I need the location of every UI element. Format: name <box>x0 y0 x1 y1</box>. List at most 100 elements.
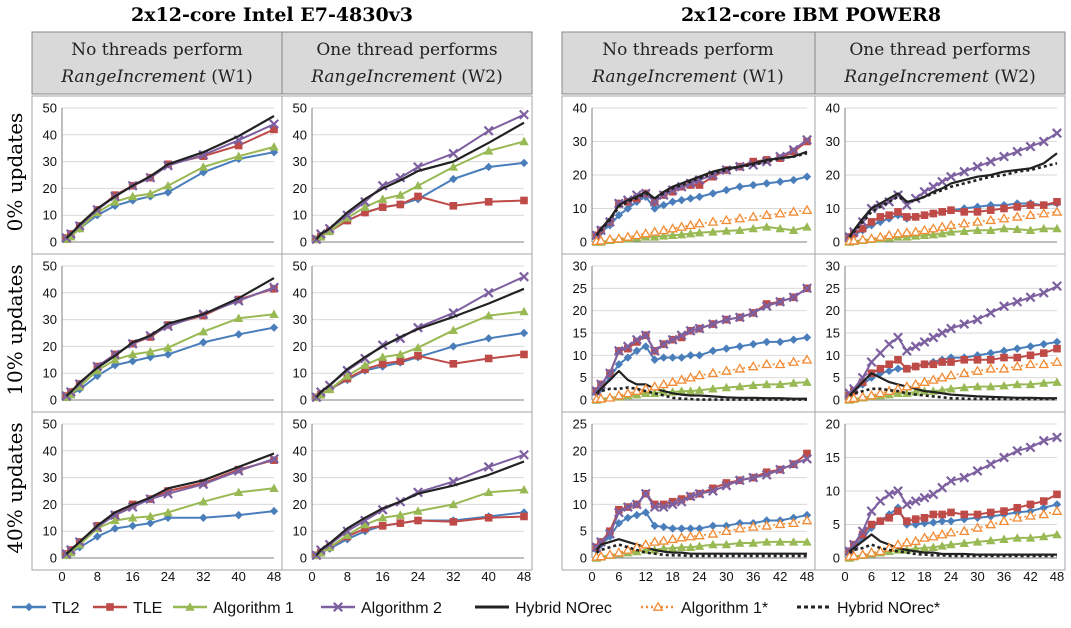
legend-label: TLE <box>133 600 162 617</box>
data-point <box>775 337 785 347</box>
y-tick-label: 5 <box>580 524 587 539</box>
data-point <box>360 360 370 369</box>
data-point <box>163 343 173 352</box>
x-tick-label: 18 <box>665 569 679 584</box>
panel-frame <box>31 95 283 255</box>
y-tick-label: 20 <box>573 168 587 183</box>
y-tick-label: 50 <box>43 101 57 116</box>
legend-item: Algorithm 1* <box>641 600 768 617</box>
data-point <box>761 222 772 231</box>
legend-label: TL2 <box>52 600 80 617</box>
x-tick-label: 0 <box>308 569 315 584</box>
data-point <box>801 514 813 525</box>
data-point <box>519 484 529 494</box>
data-point <box>761 537 772 546</box>
data-point <box>803 449 811 458</box>
data-point <box>749 339 758 349</box>
data-point <box>893 486 903 496</box>
y-tick-label: 30 <box>293 312 307 327</box>
data-point <box>395 510 406 519</box>
data-point <box>985 459 996 470</box>
x-tick-label: 32 <box>446 569 460 584</box>
data-point <box>623 353 633 362</box>
data-point <box>848 392 860 403</box>
data-point <box>959 166 970 177</box>
data-point <box>414 351 422 360</box>
data-point <box>802 537 812 546</box>
y-tick-label: 25 <box>573 417 587 432</box>
y-tick-label: 40 <box>573 101 587 116</box>
panel-frame <box>281 95 533 255</box>
data-point <box>883 229 895 240</box>
data-point <box>413 343 423 352</box>
chart-panels: 0102030405001020304050010203040010203040… <box>31 95 1066 584</box>
data-point <box>1012 296 1023 307</box>
x-tick-label: 0 <box>588 569 595 584</box>
data-point <box>775 223 785 233</box>
y-tick-label: 40 <box>293 443 307 458</box>
legend-item: Hybrid NOrec <box>475 600 612 617</box>
data-point <box>857 549 868 559</box>
data-point <box>667 499 678 510</box>
data-point <box>938 208 946 216</box>
data-point <box>1025 292 1036 303</box>
data-point <box>361 365 369 373</box>
y-tick-label: 10 <box>43 208 57 223</box>
data-point <box>413 506 423 515</box>
data-point <box>685 228 696 238</box>
data-point <box>360 519 370 529</box>
data-point <box>1052 432 1062 443</box>
data-point <box>788 292 799 303</box>
data-point <box>761 520 773 530</box>
legend-label: Algorithm 2 <box>361 600 442 617</box>
data-point <box>483 310 494 320</box>
data-point <box>676 532 687 542</box>
data-point <box>986 535 996 545</box>
x-tick-label: 16 <box>125 569 139 584</box>
data-point <box>875 387 886 398</box>
data-point <box>999 452 1009 463</box>
data-point <box>721 480 732 491</box>
data-point <box>1013 344 1022 353</box>
data-point <box>361 524 369 533</box>
data-point <box>613 345 624 356</box>
data-point <box>1000 204 1008 213</box>
data-point <box>885 360 893 369</box>
data-point <box>885 514 893 522</box>
data-point <box>449 202 458 210</box>
series-line <box>596 519 808 558</box>
data-point <box>919 532 930 542</box>
data-point <box>623 513 633 522</box>
data-point <box>483 461 494 472</box>
data-point <box>919 376 930 386</box>
data-point <box>1011 211 1023 221</box>
data-point <box>377 352 388 361</box>
data-point <box>685 531 696 541</box>
data-point <box>632 510 641 520</box>
y-tick-label: 40 <box>293 285 307 300</box>
data-point <box>972 314 983 325</box>
data-point <box>707 216 719 226</box>
data-point <box>667 376 678 386</box>
data-point <box>233 151 244 160</box>
data-point <box>709 484 717 493</box>
data-point <box>483 125 494 136</box>
y-tick-label: 40 <box>43 127 57 142</box>
data-point <box>649 381 661 391</box>
data-point <box>110 515 120 525</box>
data-point <box>484 162 493 172</box>
data-point <box>686 194 695 203</box>
data-point <box>269 309 279 318</box>
data-point <box>707 528 719 538</box>
series-line <box>595 369 807 400</box>
data-point <box>903 213 911 221</box>
y-tick-label: 20 <box>826 417 840 432</box>
data-point <box>901 381 913 391</box>
data-point <box>269 453 279 464</box>
data-point <box>694 385 705 394</box>
y-tick-label: 0 <box>580 393 587 408</box>
row-label-0: 0% updates <box>3 113 27 232</box>
y-tick-label: 0 <box>300 551 307 566</box>
data-point <box>668 187 677 196</box>
